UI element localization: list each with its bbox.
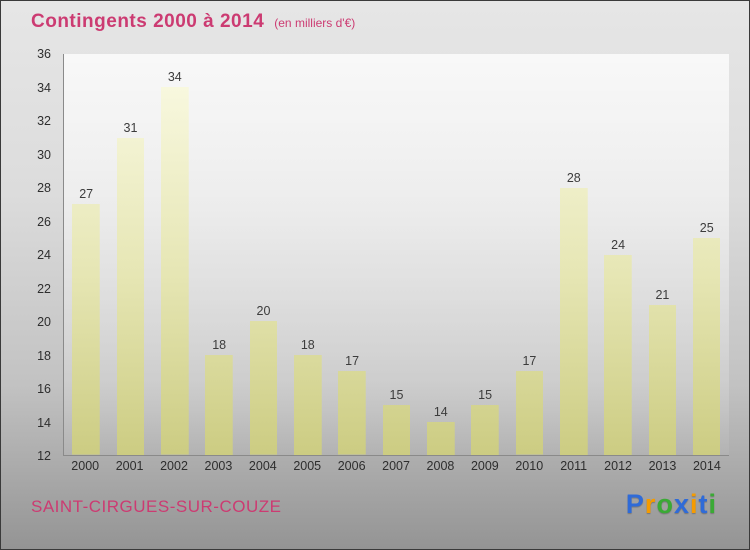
bar-value-label: 31 [123,120,138,135]
bar [249,321,278,455]
y-tick-label: 14 [37,415,51,430]
y-tick-label: 12 [37,449,51,463]
y-tick-label: 16 [37,382,51,397]
bar-slot: 21 [640,54,684,455]
bar-slot: 28 [552,54,596,455]
y-tick-label: 22 [37,281,51,296]
bar [560,187,588,455]
bar-slot: 15 [374,54,418,455]
bar [693,237,721,455]
bar-slot: 25 [685,54,729,455]
x-tick-label: 2012 [604,459,632,473]
logo-letter: o [656,489,674,519]
logo-letter: i [708,489,717,519]
bar-slot: 17 [507,54,551,455]
bar-value-label: 17 [345,354,360,369]
chart-subtitle: (en milliers d'€) [274,16,356,30]
proxiti-logo: Proxiti [626,489,717,520]
bar-slot: 34 [153,54,197,455]
logo-letter: r [644,489,657,519]
bars-container: 27 31 34 18 20 18 17 15 14 15 17 28 24 21 25 [64,54,729,455]
bar-value-label: 18 [300,337,315,352]
bar-value-label: 34 [167,70,182,85]
x-tick-label: 2005 [293,459,322,473]
bar [338,371,366,455]
x-axis-tick-labels: 2000 2001 2002 2003 2004 2005 2006 2007 2008 2009… [63,459,729,473]
x-tick-label: 2000 [71,459,100,473]
bar [294,354,322,455]
x-tick-label: 2006 [337,459,366,473]
bar-slot: 15 [463,54,507,455]
bar-slot: 20 [241,54,285,455]
y-tick-label: 30 [37,147,51,162]
bar [205,354,233,455]
y-tick-label: 18 [37,348,51,363]
bar [382,404,411,455]
logo-letter: i [689,489,699,519]
bar-slot: 14 [419,54,463,455]
bar [116,137,145,455]
x-tick-label: 2004 [248,459,277,473]
y-tick-label: 36 [37,47,51,61]
y-tick-label: 24 [37,248,51,262]
x-tick-label: 2011 [560,459,588,473]
bar-slot: 18 [197,54,241,455]
bar-value-label: 21 [655,287,670,302]
bar-value-label: 28 [566,170,581,185]
bar [604,254,632,455]
bar [648,304,677,455]
logo-letter: t [698,489,709,519]
x-tick-label: 2010 [515,459,544,473]
place-name: SAINT-CIRGUES-SUR-COUZE [31,497,282,516]
y-tick-label: 32 [37,114,51,128]
x-tick-label: 2013 [648,459,677,473]
bar-value-label: 15 [389,387,404,402]
y-tick-label: 26 [37,214,51,229]
bar-value-label: 15 [478,387,493,402]
y-tick-label: 34 [37,80,51,95]
x-tick-label: 2007 [382,459,410,473]
bar [427,421,455,455]
bar-slot: 27 [64,54,108,455]
x-tick-label: 2003 [204,459,233,473]
bar-value-label: 27 [79,187,94,202]
x-tick-label: 2008 [426,459,455,473]
plot-area: 27 31 34 18 20 18 17 15 14 15 17 28 24 21 25 [63,54,729,456]
logo-letter: P [625,489,645,519]
y-axis-tick-labels: 12 14 16 18 20 22 24 26 28 30 32 34 36 [1,47,59,463]
x-tick-label: 2014 [692,459,721,473]
x-tick-label: 2002 [160,459,188,473]
logo-letter: x [673,489,690,519]
bar-value-label: 20 [256,304,271,319]
bar-slot: 31 [108,54,152,455]
bar-value-label: 18 [212,337,227,352]
bar-slot: 18 [286,54,330,455]
chart-header: Contingents 2000 à 2014 (en milliers d'€) [31,11,355,33]
bar-value-label: 24 [611,237,626,252]
bar [471,404,499,455]
bar-value-label: 14 [433,404,448,419]
bar-slot: 24 [596,54,640,455]
bar [515,371,544,455]
chart-title: Contingents 2000 à 2014 [31,11,265,32]
bar-value-label: 17 [522,354,537,369]
bar [72,204,100,455]
bar [161,87,189,455]
bar-slot: 17 [330,54,374,455]
x-tick-label: 2001 [115,459,144,473]
y-tick-label: 28 [37,181,51,196]
y-tick-label: 20 [37,315,51,330]
x-tick-label: 2009 [470,459,499,473]
bar-value-label: 25 [699,220,714,235]
